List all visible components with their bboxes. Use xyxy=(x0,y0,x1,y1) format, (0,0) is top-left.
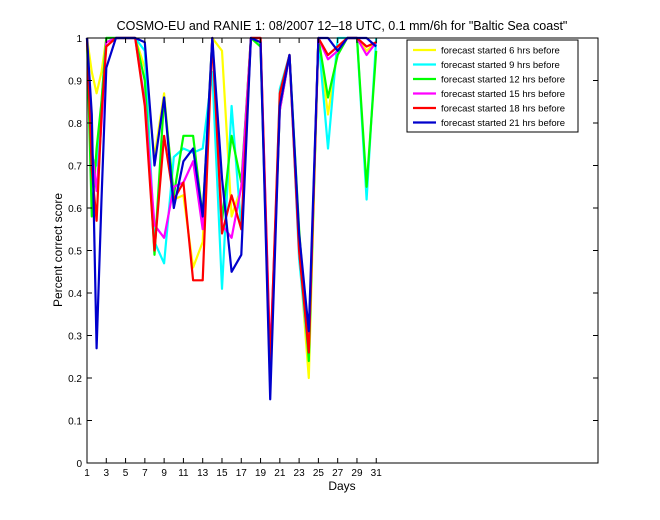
x-tick-label: 25 xyxy=(313,468,325,479)
legend-entry-5: forecast started 18 hrs before xyxy=(441,104,565,115)
legend-entry-6: forecast started 21 hrs before xyxy=(441,118,565,129)
x-tick-label: 27 xyxy=(332,468,344,479)
x-tick-label: 21 xyxy=(274,468,286,479)
x-axis-label: Days xyxy=(328,479,355,493)
x-tick-label: 1 xyxy=(84,468,90,479)
x-tick-label: 17 xyxy=(236,468,248,479)
y-tick-label: 0.7 xyxy=(68,162,82,173)
x-tick-label: 13 xyxy=(197,468,209,479)
y-tick-label: 0.1 xyxy=(68,417,82,428)
x-tick-label: 29 xyxy=(351,468,363,479)
y-tick-label: 0.8 xyxy=(68,119,82,130)
y-axis-label: Percent correct score xyxy=(51,193,65,307)
y-tick-label: 0.6 xyxy=(68,204,82,215)
x-tick-label: 15 xyxy=(216,468,228,479)
plot-area: 00.10.20.30.40.50.60.70.80.911 3 5 7 9 11 13 15… xyxy=(68,34,599,479)
chart-title: COSMO-EU and RANIE 1: 08/2007 12–18 UTC,… xyxy=(117,19,568,33)
x-tick-label: 7 xyxy=(142,468,148,479)
x-tick-label: 9 xyxy=(161,468,167,479)
y-tick-label: 1 xyxy=(76,34,82,45)
legend-frame xyxy=(406,39,579,133)
legend-entry-4: forecast started 15 hrs before xyxy=(441,89,565,100)
legend: forecast started 6 hrs before forecast st… xyxy=(406,39,579,133)
legend-entry-3: forecast started 12 hrs before xyxy=(441,75,565,86)
y-tick-label: 0.4 xyxy=(68,289,82,300)
y-tick-label: 0.9 xyxy=(68,77,82,88)
legend-entry-2: forecast started 9 hrs before xyxy=(441,60,560,71)
x-tick-label: 11 xyxy=(178,468,189,479)
legend-entry-1: forecast started 6 hrs before xyxy=(441,46,560,57)
x-tick-label: 19 xyxy=(255,468,267,479)
y-tick-label: 0.3 xyxy=(68,332,82,343)
x-tick-label: 3 xyxy=(104,468,110,479)
x-tick-label: 5 xyxy=(123,468,129,479)
y-tick-label: 0.2 xyxy=(68,374,82,385)
x-tick-label: 31 xyxy=(371,468,383,479)
y-tick-label: 0.5 xyxy=(68,247,82,258)
x-tick-label: 23 xyxy=(294,468,306,479)
y-tick-label: 0 xyxy=(76,459,82,470)
